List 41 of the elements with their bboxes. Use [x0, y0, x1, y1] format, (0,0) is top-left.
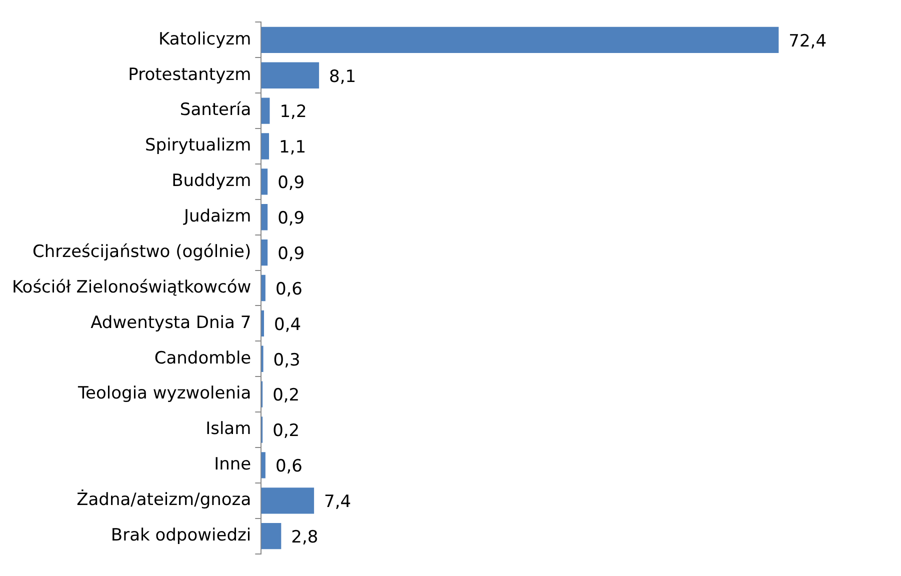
- data-label: 0,3: [273, 350, 300, 370]
- y-tick-label: Katolicyzm: [158, 29, 252, 50]
- y-tick-label: Chrześcijaństwo (ogólnie): [32, 242, 252, 262]
- bar: [261, 204, 268, 230]
- bar: [261, 62, 320, 88]
- data-label: 0,9: [278, 208, 305, 229]
- data-label: 72,4: [788, 31, 827, 52]
- y-tick-label: Buddyzm: [172, 171, 252, 192]
- y-tick-label: Protestantyzm: [128, 64, 252, 85]
- bar: [261, 239, 268, 266]
- data-label: 0,6: [275, 456, 302, 477]
- bar: [261, 452, 266, 478]
- data-label: 1,2: [280, 102, 307, 122]
- y-tick-label: Żadna/ateizm/gnoza: [76, 489, 252, 510]
- data-label: 2,8: [291, 528, 318, 548]
- y-tick-label: Adwentysta Dnia 7: [90, 312, 252, 333]
- bar: [261, 274, 266, 302]
- data-label: 0,6: [275, 279, 302, 300]
- y-tick-label: Santería: [180, 100, 252, 120]
- y-tick-label: Candomble: [154, 348, 252, 368]
- bar: [261, 488, 314, 514]
- y-tick-label: Brak odpowiedzi: [110, 526, 252, 546]
- bar: [261, 98, 270, 124]
- data-label: 7,4: [324, 492, 352, 512]
- y-tick-label: Spirytualizm: [145, 136, 252, 156]
- y-tick-label: Teologia wyzwolenia: [77, 384, 252, 404]
- y-tick-label: Kościół Zielonoświątkowców: [12, 277, 252, 298]
- data-label: 1,1: [279, 138, 306, 158]
- bar: [261, 523, 282, 550]
- data-label: 0,2: [272, 386, 300, 406]
- bar: [261, 133, 270, 160]
- bar: [261, 26, 779, 53]
- data-label: 0,2: [272, 421, 300, 442]
- bar: [261, 168, 268, 195]
- y-tick-label: Inne: [214, 454, 252, 475]
- y-tick-label: Islam: [206, 419, 252, 440]
- data-label: 0,4: [274, 314, 302, 335]
- data-label: 8,1: [329, 66, 356, 87]
- y-tick-label: Judaizm: [182, 206, 252, 227]
- data-label: 0,9: [278, 244, 305, 264]
- data-label: 0,9: [278, 173, 305, 194]
